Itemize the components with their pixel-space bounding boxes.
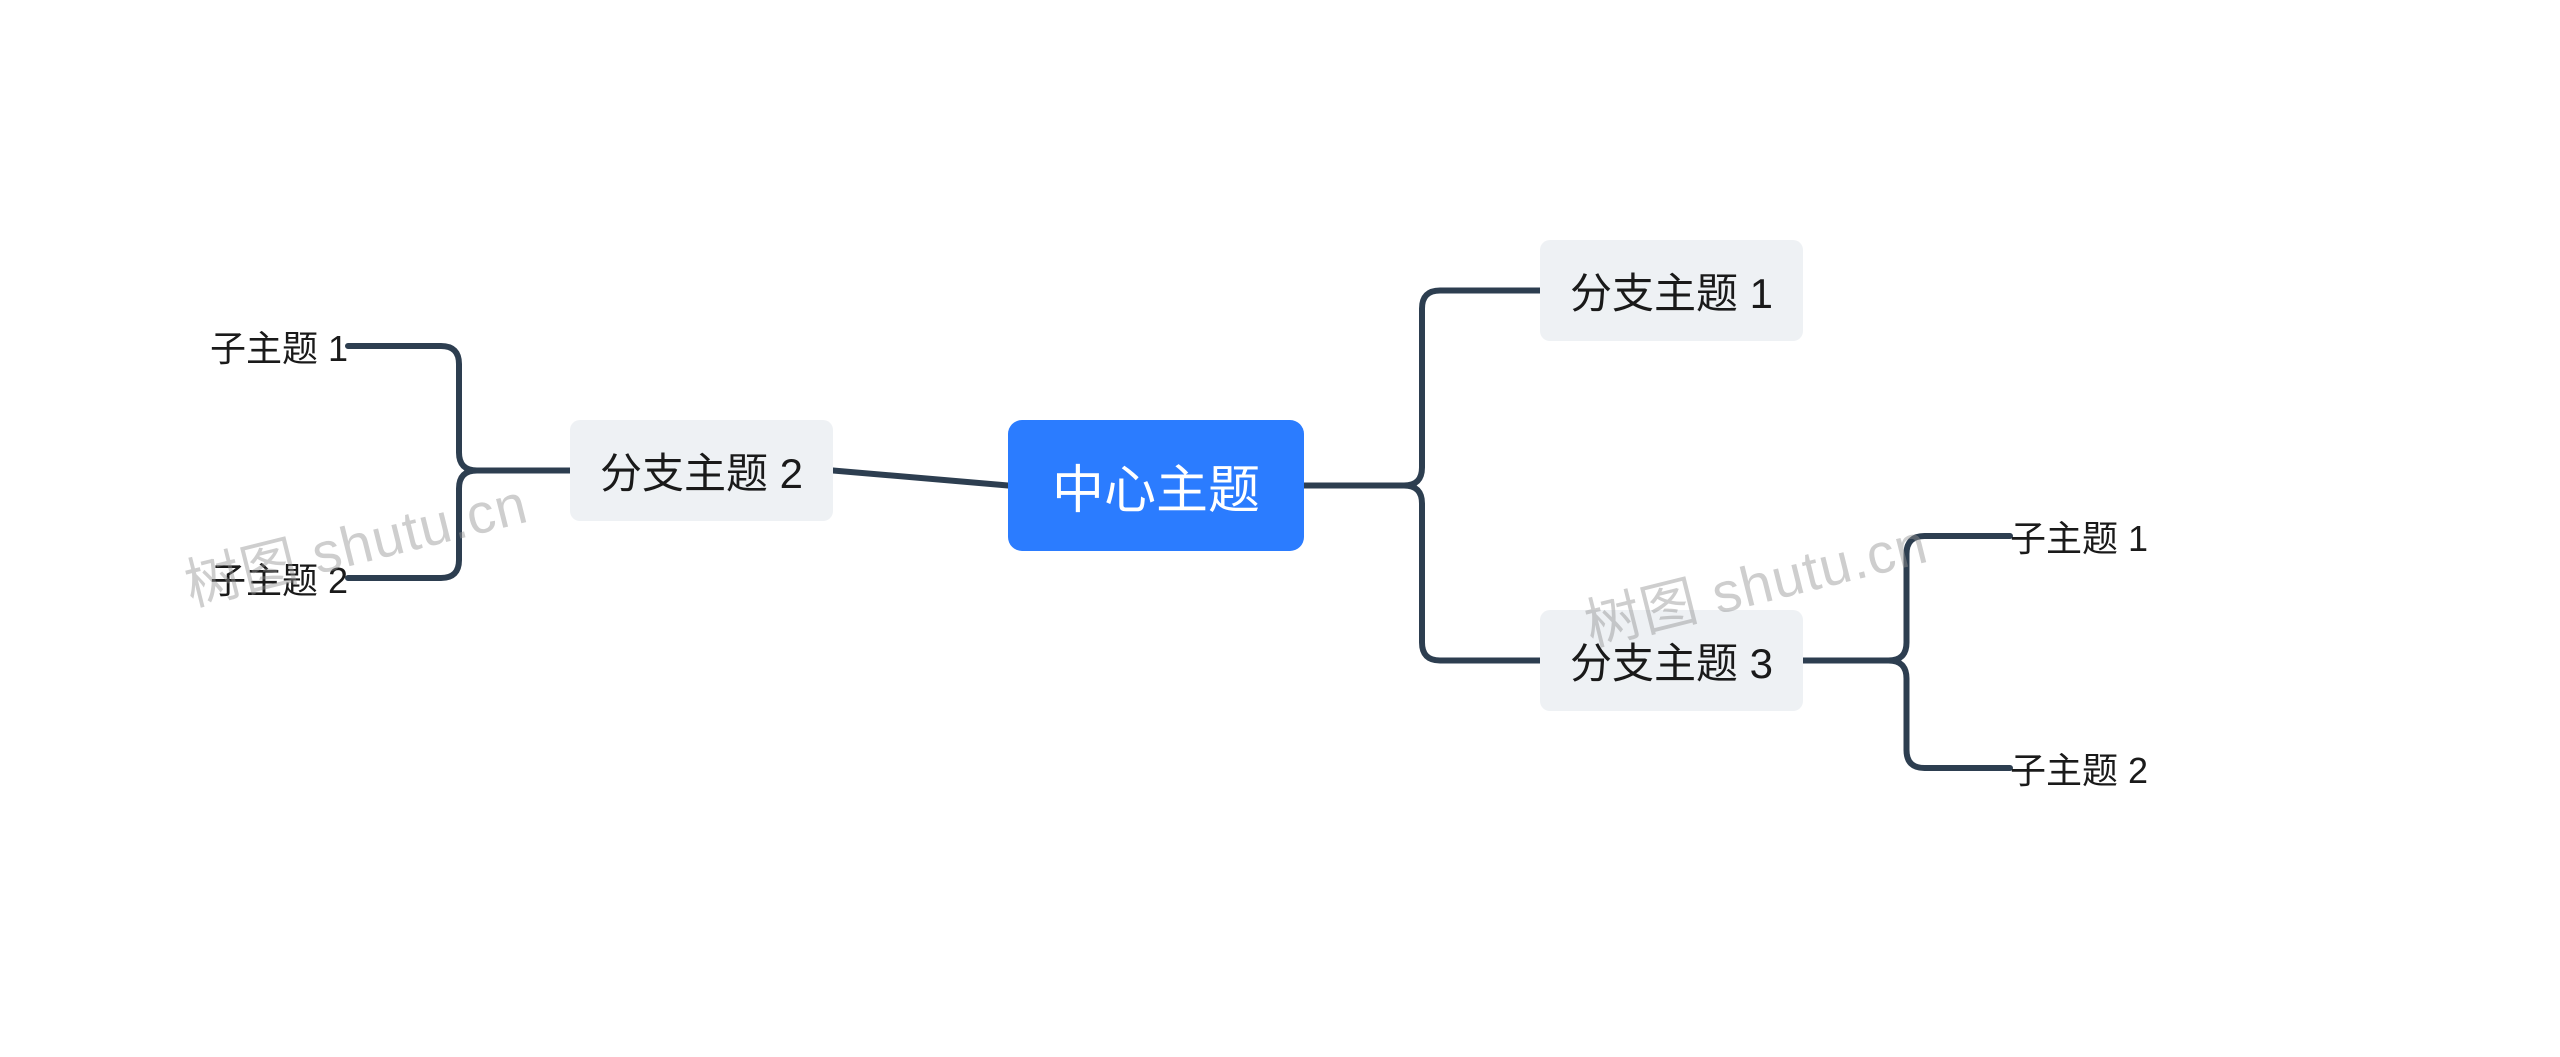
branch-topic-1-node[interactable]: 分支主题 1 bbox=[1540, 240, 1803, 341]
subtopic-right-1-node[interactable]: 子主题 1 bbox=[2010, 510, 2148, 562]
branch-topic-3-node[interactable]: 分支主题 3 bbox=[1540, 610, 1803, 711]
branch-topic-2-node[interactable]: 分支主题 2 bbox=[570, 420, 833, 521]
subtopic-right-2-node[interactable]: 子主题 2 bbox=[2010, 742, 2148, 794]
mindmap-canvas: 中心主题 分支主题 1 分支主题 3 子主题 1 子主题 2 分支主题 2 子主… bbox=[0, 0, 2560, 1057]
subtopic-left-2-node[interactable]: 子主题 2 bbox=[210, 552, 348, 604]
center-topic-node[interactable]: 中心主题 bbox=[1008, 420, 1304, 551]
subtopic-left-1-node[interactable]: 子主题 1 bbox=[210, 320, 348, 372]
